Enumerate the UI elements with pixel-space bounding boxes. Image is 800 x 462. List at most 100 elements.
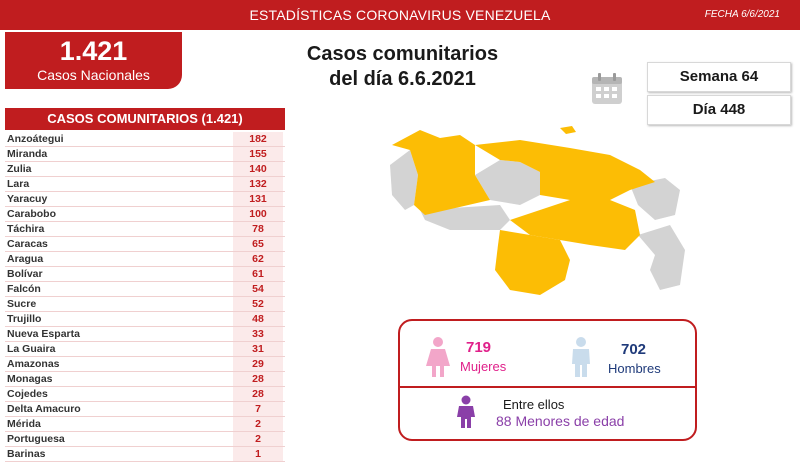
case-count: 131 [233, 192, 283, 206]
table-row: Falcón 54 [5, 282, 285, 297]
state-name: Amazonas [7, 358, 60, 370]
main-title-line1: Casos comunitarios [306, 43, 499, 65]
state-name: Zulia [7, 163, 32, 175]
cases-table: Anzoátegui 182 Miranda 155 Zulia 140 Lara 13… [5, 132, 285, 462]
case-count: 31 [233, 342, 283, 356]
day-box: Día 448 [647, 95, 791, 125]
case-count: 28 [233, 387, 283, 401]
gender-summary-box: 719 Mujeres 702 Hombres Entre ellos 88 M… [398, 319, 697, 441]
main-title: Casos comunitarios del día 6.6.2021 [265, 42, 540, 92]
calendar-icon [592, 73, 622, 104]
state-name: Táchira [7, 223, 45, 235]
state-name: Barinas [7, 448, 46, 460]
week-box: Semana 64 [647, 62, 791, 92]
case-count: 52 [233, 297, 283, 311]
top-banner: ESTADÍSTICAS CORONAVIRUS VENEZUELA FECHA… [0, 0, 800, 30]
men-count: 702 [621, 341, 647, 358]
case-count: 140 [233, 162, 283, 176]
state-name: Nueva Esparta [7, 328, 80, 340]
table-row: Bolívar 61 [5, 267, 285, 282]
page-header-title: ESTADÍSTICAS CORONAVIRUS VENEZUELA [249, 7, 551, 23]
table-row: Delta Amacuro 7 [5, 402, 285, 417]
case-count: 182 [233, 132, 283, 146]
map-state-apure [420, 205, 510, 230]
venezuela-map [390, 126, 685, 295]
map-state-barinas [475, 160, 540, 205]
case-count: 33 [233, 327, 283, 341]
state-name: Trujillo [7, 313, 42, 325]
case-count: 29 [233, 357, 283, 371]
case-count: 132 [233, 177, 283, 191]
state-name: Portuguesa [7, 433, 65, 445]
table-row: Amazonas 29 [5, 357, 285, 372]
cases-table-header: CASOS COMUNITARIOS (1.421) [5, 108, 285, 130]
map-state-active-north [475, 140, 655, 200]
map-state-guayana-esequiba [638, 225, 685, 290]
table-row: Miranda 155 [5, 147, 285, 162]
male-person-icon [572, 337, 590, 377]
table-row: Lara 132 [5, 177, 285, 192]
men-label: Hombres [608, 361, 661, 376]
map-state-zulia [390, 150, 418, 210]
table-row: Carabobo 100 [5, 207, 285, 222]
national-cases-box: 1.421 Casos Nacionales [5, 32, 182, 89]
minors-line: 88 Menores de edad [496, 412, 624, 430]
state-name: Cojedes [7, 388, 48, 400]
women-count: 719 [466, 339, 492, 356]
national-cases-value: 1.421 [59, 36, 128, 66]
table-row: Barinas 1 [5, 447, 285, 462]
case-count: 28 [233, 372, 283, 386]
table-row: Zulia 140 [5, 162, 285, 177]
table-row: Aragua 62 [5, 252, 285, 267]
table-row: Mérida 2 [5, 417, 285, 432]
state-name: Aragua [7, 253, 44, 265]
case-count: 62 [233, 252, 283, 266]
table-row: Caracas 65 [5, 237, 285, 252]
child-person-icon [457, 395, 475, 428]
minors-label: Menores de edad [515, 413, 625, 429]
table-row: Trujillo 48 [5, 312, 285, 327]
national-cases-label: Casos Nacionales [37, 67, 150, 83]
table-row: Monagas 28 [5, 372, 285, 387]
case-count: 78 [233, 222, 283, 236]
main-title-line2: del día 6.6.2021 [329, 68, 476, 90]
state-name: Caracas [7, 238, 48, 250]
case-count: 61 [233, 267, 283, 281]
among-label: Entre ellos [503, 397, 565, 412]
minors-count: 88 [496, 413, 512, 429]
map-state-active-amazonas [495, 230, 570, 295]
state-name: Delta Amacuro [7, 403, 81, 415]
header-date: FECHA 6/6/2021 [704, 9, 780, 20]
case-count: 65 [233, 237, 283, 251]
gender-box-divider [400, 386, 695, 388]
state-name: Carabobo [7, 208, 57, 220]
state-name: Anzoátegui [7, 133, 64, 145]
state-name: Falcón [7, 283, 41, 295]
female-person-icon [426, 337, 450, 377]
map-state-delta [630, 178, 680, 220]
map-state-active-west [392, 130, 490, 215]
case-count: 155 [233, 147, 283, 161]
map-state-active-nueva-esparta [560, 126, 576, 134]
case-count: 7 [233, 402, 283, 416]
case-count: 2 [233, 432, 283, 446]
case-count: 100 [233, 207, 283, 221]
table-row: Anzoátegui 182 [5, 132, 285, 147]
case-count: 2 [233, 417, 283, 431]
table-row: Cojedes 28 [5, 387, 285, 402]
table-row: Yaracuy 131 [5, 192, 285, 207]
map-state-active-bolivar [510, 200, 640, 250]
women-label: Mujeres [460, 359, 507, 374]
state-name: Mérida [7, 418, 41, 430]
case-count: 1 [233, 447, 283, 461]
state-name: Monagas [7, 373, 53, 385]
state-name: Lara [7, 178, 30, 190]
table-row: Táchira 78 [5, 222, 285, 237]
table-row: Sucre 52 [5, 297, 285, 312]
state-name: Miranda [7, 148, 48, 160]
table-row: Nueva Esparta 33 [5, 327, 285, 342]
state-name: Sucre [7, 298, 37, 310]
state-name: La Guaira [7, 343, 56, 355]
case-count: 54 [233, 282, 283, 296]
table-row: La Guaira 31 [5, 342, 285, 357]
